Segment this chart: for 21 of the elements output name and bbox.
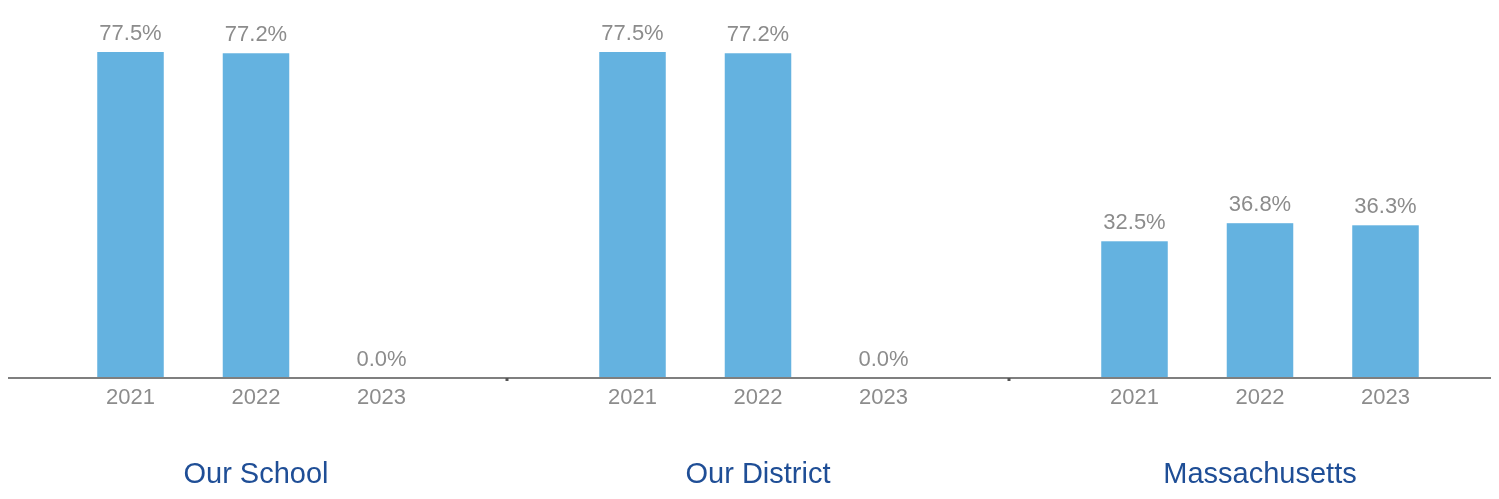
x-tick-label: 2023 — [357, 384, 406, 409]
data-label: 0.0% — [858, 346, 909, 371]
x-tick-label: 2021 — [106, 384, 155, 409]
x-tick-label: 2022 — [1235, 384, 1285, 409]
data-label: 77.2% — [726, 21, 790, 47]
x-tick-label: 2022 — [733, 384, 783, 409]
data-label: 77.2% — [224, 21, 288, 47]
data-label: 36.3% — [1354, 193, 1417, 219]
x-axis-title: Our School — [183, 457, 329, 489]
x-tick-label: 2023 — [859, 384, 908, 409]
x-axis-title: Massachusetts — [1163, 457, 1357, 489]
x-axis-title: Our District — [685, 457, 831, 489]
data-label: 77.5% — [601, 20, 664, 45]
data-label: 36.8% — [1228, 191, 1292, 217]
x-tick-label: 2021 — [1110, 384, 1159, 409]
data-label: 0.0% — [356, 346, 407, 371]
x-tick-label: 2023 — [1361, 384, 1410, 409]
data-label: 32.5% — [1103, 209, 1166, 235]
data-label: 77.5% — [99, 20, 162, 45]
x-tick-label: 2022 — [231, 384, 281, 409]
x-tick-label: 2021 — [608, 384, 657, 409]
